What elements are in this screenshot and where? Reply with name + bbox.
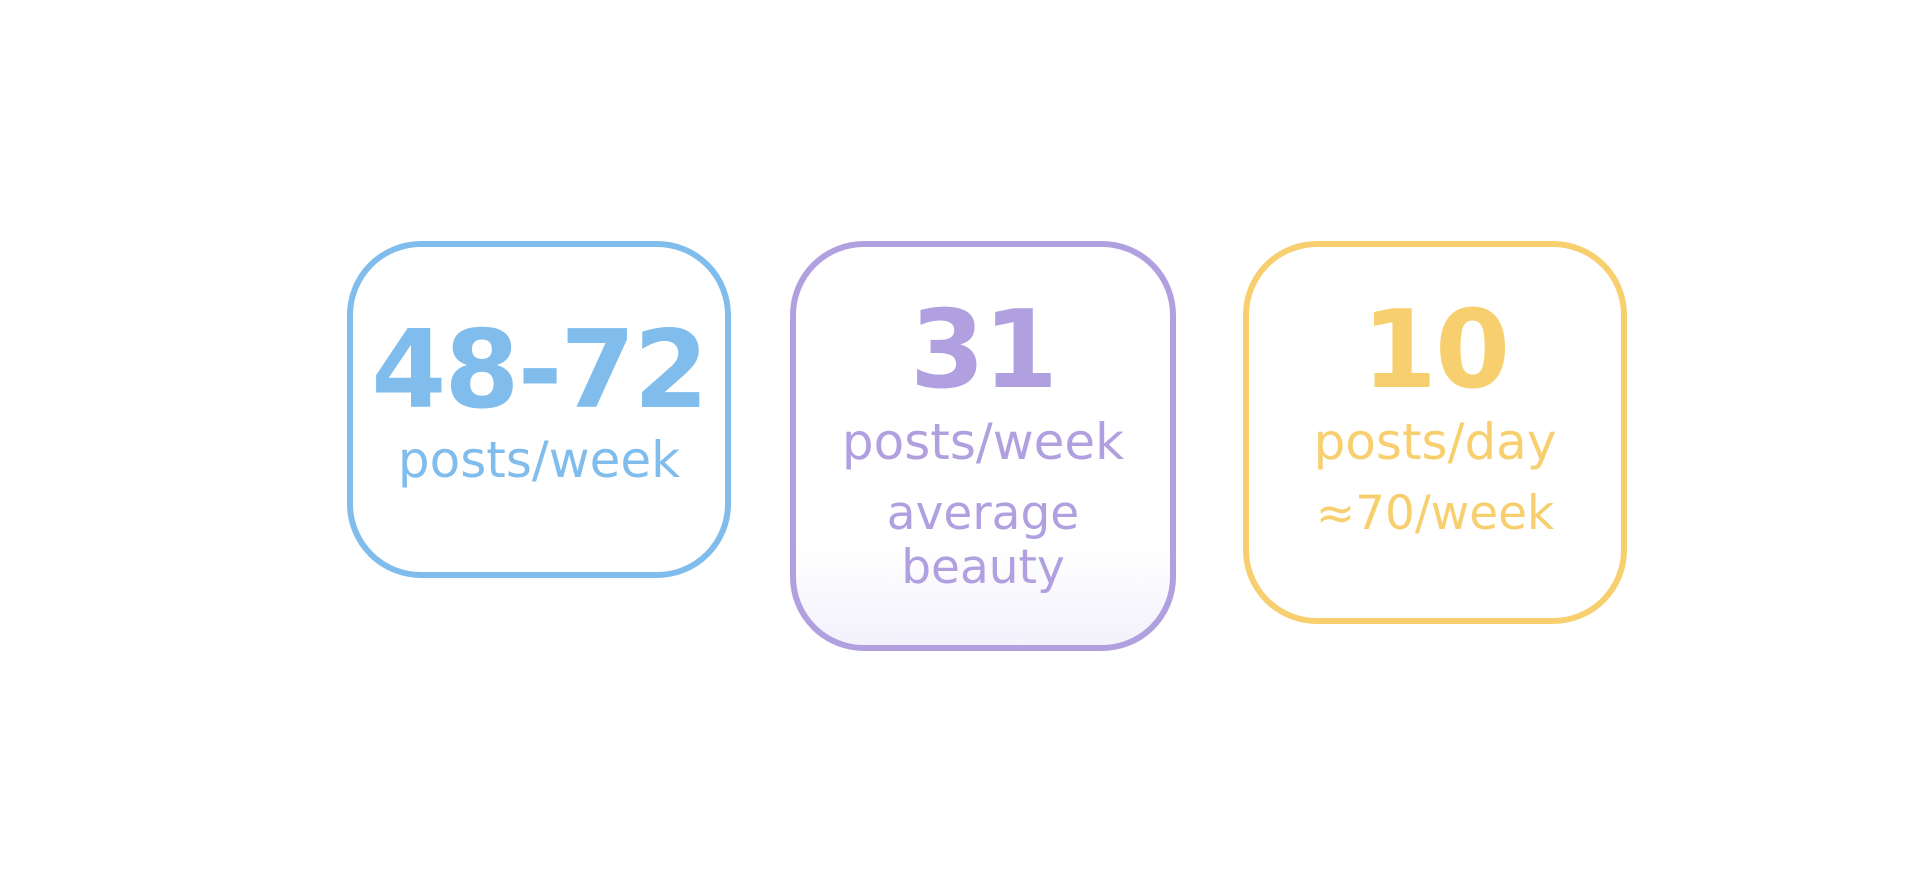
stat-value: 10 bbox=[1361, 288, 1510, 413]
stat-card: 31 posts/week average beauty bbox=[790, 241, 1176, 651]
stat-value: 48-72 bbox=[371, 308, 708, 433]
stat-unit: posts/week bbox=[841, 413, 1125, 471]
stat-card: 10 posts/day ≈70/week bbox=[1243, 241, 1627, 624]
stat-note: beauty bbox=[901, 540, 1065, 595]
stat-note: ≈70/week bbox=[1315, 486, 1555, 541]
stat-unit: posts/day bbox=[1313, 413, 1557, 471]
stat-card: 48-72 posts/week bbox=[347, 241, 731, 578]
stat-unit: posts/week bbox=[397, 431, 681, 489]
stat-notes: ≈70/week bbox=[1249, 487, 1621, 541]
stat-note: average bbox=[886, 486, 1080, 541]
stat-notes: average beauty bbox=[796, 487, 1170, 595]
stat-value: 31 bbox=[909, 288, 1058, 413]
